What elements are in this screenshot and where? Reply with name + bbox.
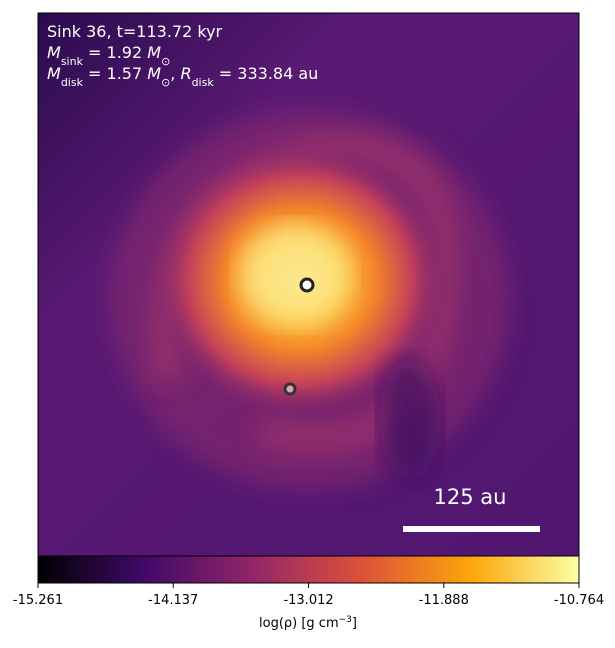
- sink-marker: [283, 382, 297, 396]
- text-piece: ,: [170, 64, 180, 83]
- text-piece: = 1.57: [83, 64, 147, 83]
- text-piece: = 1.92: [83, 43, 147, 62]
- text-piece: = 333.84 au: [214, 64, 319, 83]
- text-piece: Sink 36, t=113.72 kyr: [47, 22, 223, 41]
- tick-label: -13.012: [283, 593, 333, 608]
- text-piece: M: [147, 43, 161, 62]
- text-piece: M: [47, 43, 61, 62]
- text-piece: −3: [339, 615, 352, 625]
- annotation: Sink 36, t=113.72 kyr: [47, 22, 223, 41]
- colorbar: [37, 555, 580, 584]
- scale-bar-label: 125 au: [434, 485, 507, 509]
- tick-label: -10.764: [554, 593, 604, 608]
- sink-marker: [299, 277, 315, 293]
- annotation: Msink = 1.92 M⊙: [47, 43, 170, 68]
- tick-label: -15.261: [13, 593, 63, 608]
- text-piece: M: [147, 64, 161, 83]
- text-piece: M: [47, 64, 61, 83]
- text-piece: disk: [192, 76, 215, 89]
- colorbar-label: log(ρ) [g cm−3]: [259, 615, 357, 631]
- text-piece: log(ρ) [g cm: [259, 616, 339, 631]
- annotation: Mdisk = 1.57 M⊙, Rdisk = 333.84 au: [47, 64, 318, 89]
- tick-label: -14.137: [148, 593, 198, 608]
- text-piece: R: [180, 64, 191, 83]
- text-piece: ⊙: [161, 55, 170, 68]
- density-image: [38, 13, 579, 556]
- scale-bar: [403, 526, 540, 532]
- text-piece: ⊙: [161, 76, 170, 89]
- text-piece: sink: [61, 55, 84, 68]
- text-piece: disk: [61, 76, 84, 89]
- text-piece: ]: [352, 616, 357, 631]
- tick-label: -11.888: [419, 593, 469, 608]
